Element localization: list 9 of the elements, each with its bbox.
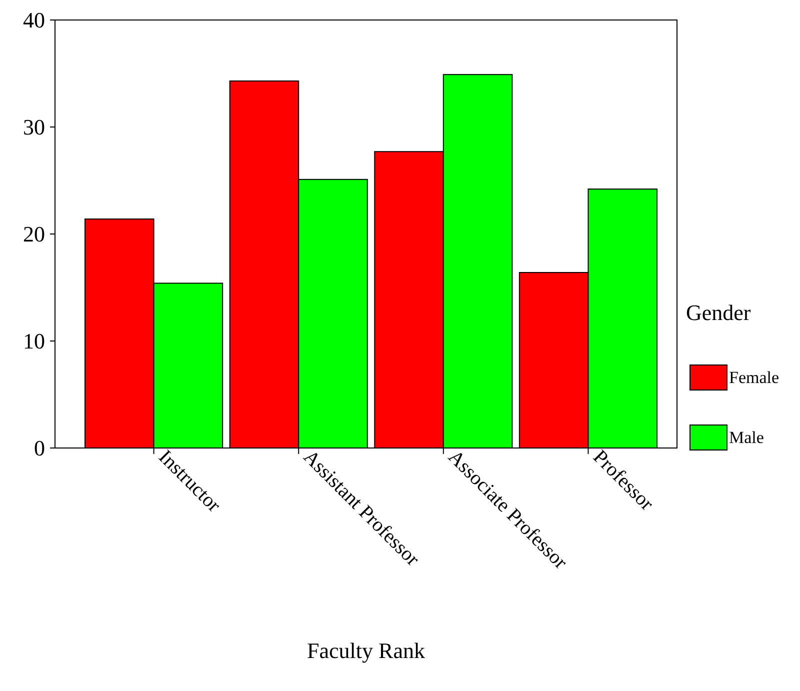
legend-label: Male (729, 428, 764, 447)
legend-label: Female (729, 368, 780, 387)
y-tick-label: 20 (23, 222, 45, 247)
legend-title: Gender (686, 300, 752, 325)
y-tick-label: 10 (23, 328, 45, 354)
y-tick-label: 0 (34, 436, 45, 461)
y-tick-label: 30 (23, 114, 45, 140)
x-axis-title: Faculty Rank (307, 638, 425, 663)
y-tick-label: 40 (23, 8, 45, 33)
